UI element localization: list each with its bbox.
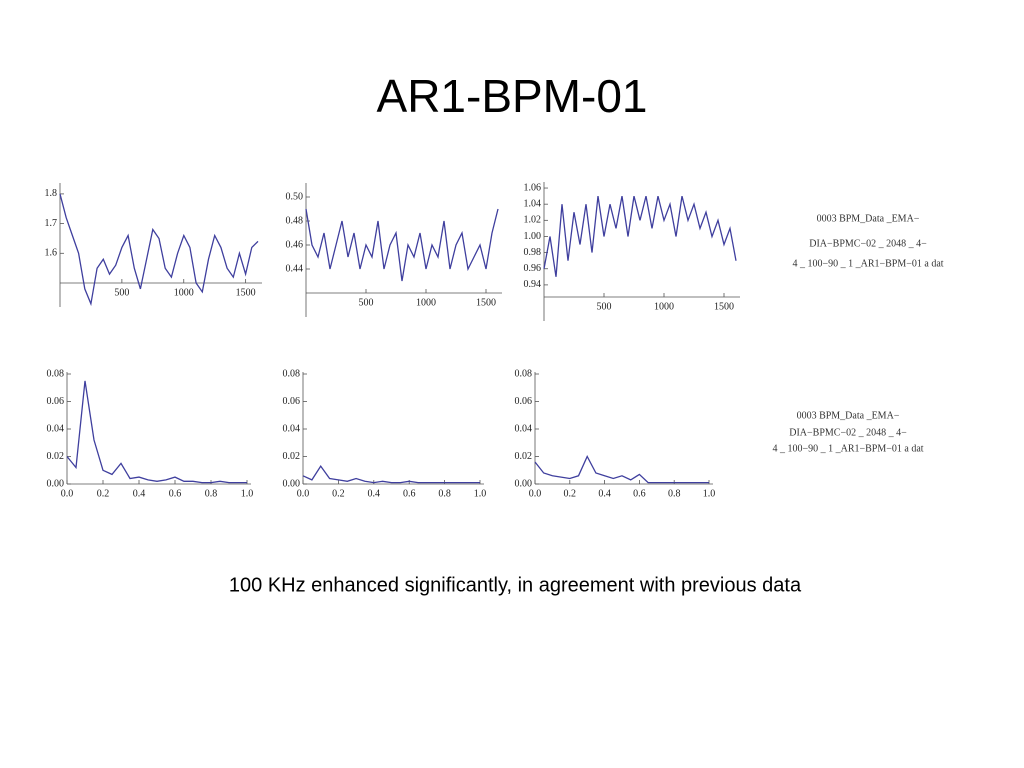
y-tick-label: 0.44 [286, 263, 304, 274]
file-label: 0003 BPM_Data _EMA− [817, 213, 920, 224]
x-tick-label: 0.6 [633, 488, 646, 499]
y-tick-label: 1.8 [45, 188, 58, 199]
y-tick-label: 0.94 [524, 279, 542, 290]
x-tick-label: 0.4 [368, 488, 381, 499]
x-tick-label: 0.2 [564, 488, 577, 499]
y-tick-label: 1.00 [524, 231, 542, 242]
y-tick-label: 1.04 [524, 198, 542, 209]
x-tick-label: 1.0 [241, 488, 254, 499]
file-label: DIA−BPMC−02 _ 2048 _ 4− [789, 427, 907, 438]
y-tick-label: 0.02 [515, 451, 533, 462]
y-tick-label: 0.04 [515, 423, 533, 434]
y-tick-label: 0.02 [283, 451, 301, 462]
y-tick-label: 0.08 [515, 368, 533, 379]
x-tick-label: 0.6 [403, 488, 416, 499]
y-tick-label: 0.04 [47, 423, 65, 434]
x-tick-label: 1000 [416, 297, 436, 308]
y-tick-label: 0.00 [515, 478, 533, 489]
x-tick-label: 0.8 [668, 488, 681, 499]
x-tick-label: 0.2 [332, 488, 345, 499]
y-tick-label: 0.06 [515, 396, 533, 407]
x-tick-label: 0.4 [133, 488, 146, 499]
y-tick-label: 0.00 [283, 478, 301, 489]
x-tick-label: 1500 [236, 287, 256, 298]
y-tick-label: 0.48 [286, 215, 304, 226]
x-tick-label: 1000 [654, 301, 674, 312]
data-line [302, 464, 480, 484]
file-label: DIA−BPMC−02 _ 2048 _ 4− [809, 238, 927, 249]
y-tick-label: 0.98 [524, 247, 542, 258]
file-label: 4 _ 100−90 _ 1 _AR1−BPM−01 a dat [792, 258, 943, 269]
x-tick-label: 500 [114, 287, 129, 298]
file-label: 0003 BPM_Data _EMA− [797, 410, 900, 421]
x-tick-label: 0.6 [169, 488, 182, 499]
y-tick-label: 0.96 [524, 263, 542, 274]
data-line [534, 455, 709, 484]
file-label: 4 _ 100−90 _ 1 _AR1−BPM−01 a dat [772, 443, 923, 454]
data-line [305, 208, 499, 282]
data-line [543, 195, 737, 277]
x-tick-label: 1000 [174, 287, 194, 298]
x-tick-label: 0.0 [297, 488, 310, 499]
data-line [66, 380, 247, 484]
x-tick-label: 0.2 [97, 488, 110, 499]
y-tick-label: 0.08 [283, 368, 301, 379]
y-tick-label: 0.08 [47, 368, 65, 379]
y-tick-label: 0.06 [283, 396, 301, 407]
y-tick-label: 0.50 [286, 191, 304, 202]
x-tick-label: 0.8 [438, 488, 451, 499]
y-tick-label: 1.02 [524, 215, 542, 226]
caption: 100 KHz enhanced significantly, in agree… [229, 574, 802, 596]
x-tick-label: 0.0 [61, 488, 74, 499]
x-tick-label: 0.4 [598, 488, 611, 499]
y-tick-label: 1.06 [524, 182, 542, 193]
x-tick-label: 1500 [714, 301, 734, 312]
y-tick-label: 0.04 [283, 423, 301, 434]
y-tick-label: 0.02 [47, 451, 65, 462]
x-tick-label: 1.0 [474, 488, 487, 499]
x-tick-label: 0.8 [205, 488, 218, 499]
y-tick-label: 1.7 [45, 218, 58, 229]
x-tick-label: 1500 [476, 297, 496, 308]
data-line [59, 193, 259, 307]
slide-title: AR1-BPM-01 [377, 70, 648, 122]
x-tick-label: 500 [597, 301, 612, 312]
x-tick-label: 1.0 [703, 488, 716, 499]
y-tick-label: 1.6 [45, 248, 58, 259]
x-tick-label: 0.0 [529, 488, 542, 499]
y-tick-label: 0.46 [286, 239, 304, 250]
x-tick-label: 500 [359, 297, 374, 308]
y-tick-label: 0.00 [47, 478, 65, 489]
y-tick-label: 0.06 [47, 396, 65, 407]
